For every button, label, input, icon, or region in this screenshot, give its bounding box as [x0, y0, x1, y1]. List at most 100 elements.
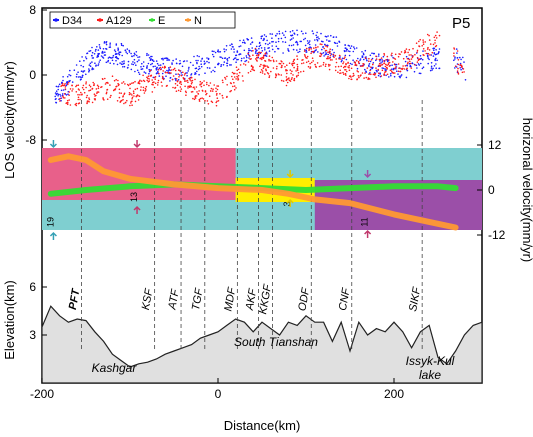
los-point-a129: [383, 73, 386, 75]
los-point-a129: [375, 55, 377, 58]
los-point-a129: [180, 74, 183, 77]
los-point-d34: [55, 90, 58, 92]
los-point-d34: [137, 56, 139, 58]
los-point-a129: [160, 81, 163, 83]
los-point-a129: [260, 69, 263, 71]
los-point-a129: [400, 51, 403, 53]
los-point-d34: [244, 60, 246, 63]
los-point-d34: [197, 59, 199, 62]
los-point-d34: [364, 68, 366, 71]
los-point-a129: [258, 51, 261, 54]
los-point-d34: [235, 61, 237, 63]
los-point-a129: [429, 54, 431, 56]
los-point-a129: [386, 64, 388, 67]
los-point-a129: [241, 75, 244, 77]
los-point-d34: [100, 55, 103, 57]
los-point-d34: [66, 75, 69, 78]
los-point-a129: [322, 61, 325, 64]
los-point-a129: [399, 53, 401, 56]
los-point-d34: [155, 67, 158, 70]
los-point-a129: [97, 87, 100, 90]
los-point-d34: [282, 52, 284, 54]
los-point-d34: [330, 34, 332, 37]
los-point-a129: [270, 59, 272, 62]
los-point-a129: [406, 67, 408, 70]
los-point-a129: [424, 41, 427, 43]
tick-label-hvel: 12: [488, 138, 502, 152]
los-point-d34: [436, 59, 438, 62]
los-point-a129: [79, 98, 81, 101]
band-label-3: 3: [282, 201, 292, 206]
los-point-a129: [93, 93, 96, 95]
los-point-a129: [292, 60, 295, 63]
los-point-d34: [290, 38, 293, 40]
los-point-d34: [304, 37, 307, 40]
los-point-a129: [132, 82, 135, 84]
los-point-a129: [161, 66, 164, 69]
los-point-a129: [209, 82, 212, 84]
los-point-d34: [251, 47, 253, 49]
los-point-a129: [78, 89, 80, 91]
los-point-d34: [308, 41, 310, 44]
los-point-d34: [352, 50, 355, 53]
los-point-d34: [316, 31, 318, 34]
los-point-a129: [355, 59, 358, 62]
axes: 8 0 -8 12 0 -12 6 3 -200 0 200: [25, 3, 505, 401]
los-point-d34: [157, 70, 159, 73]
los-point-d34: [365, 70, 367, 72]
los-point-d34: [277, 37, 280, 40]
los-point-a129: [357, 75, 360, 77]
los-point-d34: [62, 79, 64, 82]
los-point-a129: [193, 86, 195, 88]
los-point-a129: [179, 82, 181, 84]
los-point-a129: [235, 78, 237, 80]
los-point-a129: [154, 82, 157, 85]
los-point-d34: [280, 37, 283, 40]
los-point-a129: [206, 83, 208, 86]
los-point-d34: [203, 60, 206, 63]
los-point-a129: [387, 63, 390, 66]
los-point-d34: [80, 64, 82, 67]
los-point-d34: [54, 92, 57, 94]
los-point-d34: [210, 71, 213, 73]
los-point-d34: [244, 42, 246, 44]
los-point-d34: [219, 56, 221, 58]
los-point-a129: [207, 103, 210, 105]
los-point-d34: [432, 67, 434, 70]
los-point-a129: [340, 58, 342, 60]
los-point-a129: [302, 62, 305, 64]
los-point-d34: [109, 42, 111, 44]
los-point-d34: [206, 60, 208, 63]
tick-label-los: 8: [29, 3, 36, 17]
los-point-d34: [248, 57, 250, 59]
los-point-d34: [192, 64, 194, 66]
los-point-a129: [157, 79, 160, 82]
los-point-a129: [195, 95, 198, 97]
los-point-a129: [402, 67, 404, 70]
los-point-d34: [432, 47, 435, 50]
los-point-a129: [224, 76, 226, 79]
los-point-a129: [280, 66, 283, 68]
los-point-a129: [198, 90, 200, 92]
los-point-a129: [323, 47, 326, 50]
los-point-d34: [127, 64, 130, 66]
los-point-d34: [307, 42, 309, 45]
los-point-d34: [385, 69, 388, 71]
los-point-d34: [284, 30, 287, 33]
los-point-d34: [363, 58, 365, 61]
los-point-a129: [147, 75, 150, 77]
los-point-d34: [309, 40, 311, 42]
los-point-d34: [88, 69, 91, 72]
los-point-a129: [334, 69, 337, 72]
los-point-a129: [190, 80, 192, 82]
los-point-a129: [281, 64, 283, 67]
los-point-d34: [121, 63, 123, 66]
los-point-d34: [422, 50, 424, 52]
los-point-d34: [410, 65, 412, 68]
los-point-d34: [316, 39, 319, 42]
los-point-d34: [268, 47, 270, 49]
los-point-d34: [335, 36, 338, 38]
los-point-d34: [140, 66, 142, 68]
los-point-a129: [206, 81, 208, 84]
